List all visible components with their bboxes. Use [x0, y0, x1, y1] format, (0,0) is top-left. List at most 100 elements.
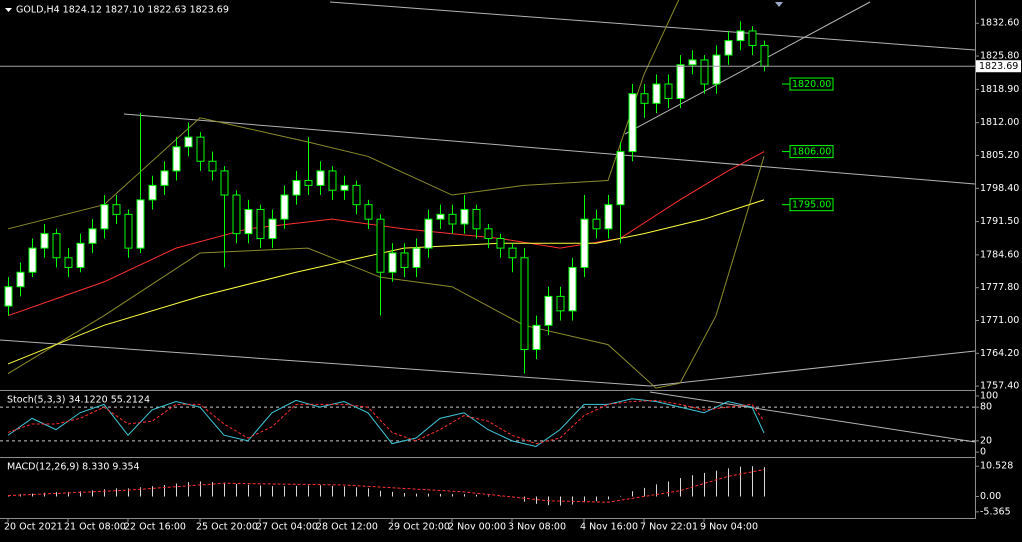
x-tick-label: 29 Oct 20:00	[388, 522, 450, 533]
y-tick-label: 1825.80	[980, 51, 1019, 62]
candle-body	[568, 266, 577, 312]
candle-body	[760, 44, 769, 67]
candle-body	[388, 252, 397, 273]
candle-body	[76, 242, 85, 268]
current-price-box	[976, 60, 1021, 73]
candle-body	[736, 30, 745, 42]
y-tick-label: 0	[980, 447, 986, 458]
y-tick-label: 1777.80	[980, 282, 1019, 293]
x-tick-label: 20 Oct 2021	[4, 522, 63, 533]
indicator-line	[7, 399, 765, 445]
candle-body	[136, 199, 145, 249]
candle-body	[712, 54, 721, 85]
level-box	[789, 198, 834, 212]
candle-body	[436, 213, 445, 220]
level-label: 1806.00	[792, 147, 831, 158]
candle-body	[160, 170, 169, 186]
trendline	[329, 1, 976, 51]
shift-marker[interactable]	[775, 2, 783, 7]
y-tick-label: 1757.40	[980, 381, 1019, 392]
y-tick-label: 1818.90	[980, 84, 1019, 95]
candle-body	[652, 83, 661, 104]
candle-body	[532, 324, 541, 350]
candle-body	[52, 233, 61, 259]
candle-body	[268, 218, 277, 239]
indicator-line	[7, 156, 765, 389]
current-price-label: 1823.69	[979, 61, 1018, 72]
candle-body	[316, 170, 325, 186]
y-tick-label: 100	[980, 390, 998, 401]
x-tick-label: 21 Oct 08:00	[64, 522, 126, 533]
indicator-line	[7, 0, 680, 230]
candle-body	[616, 151, 625, 206]
main-title: GOLD,H4 1824.12 1827.10 1822.63 1823.69	[16, 5, 229, 16]
level-box	[789, 145, 834, 159]
candle-body	[640, 93, 649, 104]
candle-body	[244, 209, 253, 235]
candle-body	[412, 247, 421, 268]
candle-body	[100, 204, 109, 230]
candle-body	[220, 170, 229, 196]
candle-body	[280, 194, 289, 220]
candle-body	[424, 218, 433, 249]
x-tick-label: 2 Nov 00:00	[448, 522, 506, 533]
candle-body	[592, 218, 601, 230]
indicator-line	[7, 151, 765, 317]
level-label: 1820.00	[792, 79, 831, 90]
candle-body	[628, 93, 637, 153]
candle-body	[148, 184, 157, 201]
candle-body	[28, 247, 37, 273]
x-tick-label: 4 Nov 16:00	[580, 522, 638, 533]
candle-body	[340, 184, 349, 191]
y-tick-label: -5.365	[980, 506, 1011, 517]
candle-body	[40, 233, 49, 249]
trendline	[649, 391, 976, 443]
y-tick-label: 0.00	[980, 491, 1001, 502]
level-label: 1795.00	[792, 200, 831, 211]
y-tick-label: 1812.00	[980, 117, 1019, 128]
x-tick-label: 3 Nov 08:00	[508, 522, 566, 533]
candle-body	[748, 30, 757, 46]
candle-body	[580, 218, 589, 268]
candle-body	[88, 228, 97, 244]
x-tick-label: 28 Oct 12:00	[316, 522, 378, 533]
candle-body	[352, 184, 361, 206]
candle-body	[376, 218, 385, 273]
y-tick-label: 1832.60	[980, 18, 1019, 29]
y-tick-label: 1764.20	[980, 348, 1019, 359]
x-tick-label: 25 Oct 20:00	[196, 522, 258, 533]
x-tick-label: 7 Nov 22:01	[640, 522, 698, 533]
indicator-line	[7, 398, 765, 447]
frame	[0, 0, 976, 519]
candle-body	[448, 213, 457, 225]
candle-body	[688, 59, 697, 66]
y-tick-label: 1784.60	[980, 249, 1019, 260]
y-tick-label: 20	[980, 435, 992, 446]
trendline	[123, 113, 976, 185]
x-tick-label: 9 Nov 04:00	[700, 522, 758, 533]
level-box	[789, 77, 834, 91]
candle-body	[496, 237, 505, 249]
candle-body	[4, 286, 13, 307]
candle-body	[196, 136, 205, 162]
candle-body	[172, 146, 181, 172]
candle-body	[124, 213, 133, 249]
candle-body	[184, 136, 193, 148]
candle-body	[112, 204, 121, 215]
menu-arrow[interactable]	[5, 8, 12, 12]
candle-body	[508, 247, 517, 259]
stoch-title: Stoch(5,3,3) 34.1220 55.2124	[7, 395, 150, 406]
candle-body	[328, 170, 337, 191]
candle-body	[700, 59, 709, 85]
candle-body	[64, 257, 73, 268]
trendline	[624, 1, 871, 135]
candle-body	[292, 180, 301, 196]
macd-title: MACD(12,26,9) 8.330 9.354	[7, 462, 140, 473]
candle-body	[544, 295, 553, 326]
indicator-line	[7, 199, 765, 365]
y-tick-label: 1805.20	[980, 150, 1019, 161]
trendline	[649, 350, 976, 387]
